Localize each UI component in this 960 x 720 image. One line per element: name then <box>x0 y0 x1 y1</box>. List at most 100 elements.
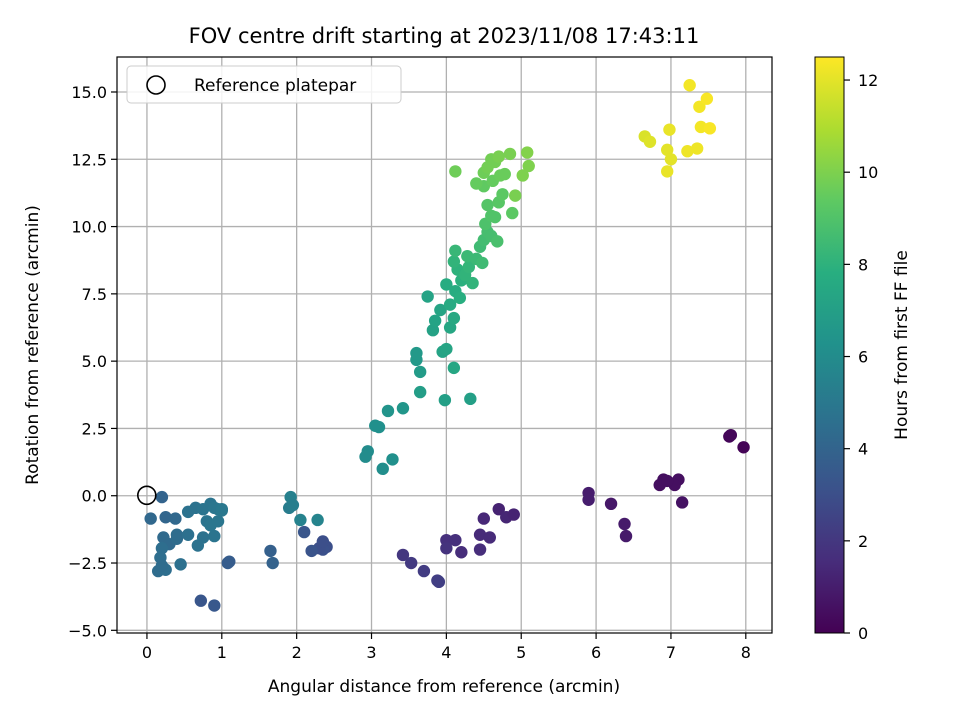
x-tick-label: 7 <box>666 643 676 662</box>
colorbar-tick-label: 0 <box>858 624 868 643</box>
data-point <box>449 165 462 178</box>
y-tick-label: 7.5 <box>82 285 107 304</box>
data-point <box>447 311 461 325</box>
data-point <box>661 474 674 488</box>
data-point <box>208 529 221 543</box>
data-point <box>473 528 487 541</box>
data-point <box>477 512 490 525</box>
data-point <box>449 244 462 257</box>
data-points <box>144 79 750 612</box>
chart-title: FOV centre drift starting at 2023/11/08 … <box>189 24 700 48</box>
data-point <box>169 512 182 525</box>
y-tick-label: 2.5 <box>82 419 107 438</box>
data-point <box>604 497 618 511</box>
data-point <box>724 428 738 442</box>
x-tick-label: 5 <box>516 643 526 662</box>
data-point <box>208 599 221 612</box>
x-axis-ticks: 0 1 2 3 4 5 6 7 8 <box>142 633 751 662</box>
y-tick-label: −2.5 <box>68 554 107 573</box>
data-point <box>386 453 399 466</box>
data-point <box>144 512 157 525</box>
colorbar-tick-label: 8 <box>858 255 868 274</box>
y-tick-label: −5.0 <box>68 621 107 640</box>
colorbar-tick-label: 4 <box>858 440 868 459</box>
y-tick-label: 10.0 <box>71 218 107 237</box>
y-tick-label: 12.5 <box>71 150 107 169</box>
data-point <box>440 342 453 356</box>
data-point <box>264 544 277 558</box>
data-point <box>381 404 395 418</box>
data-point <box>440 278 453 291</box>
data-point <box>737 441 750 454</box>
data-point <box>455 546 468 559</box>
data-point <box>266 556 279 570</box>
data-point <box>211 515 225 528</box>
data-point <box>453 291 467 305</box>
data-point <box>449 533 462 547</box>
x-axis-label: Angular distance from reference (arcmin) <box>268 677 620 697</box>
data-point <box>521 146 534 159</box>
data-point <box>194 594 208 607</box>
data-point <box>643 135 657 148</box>
data-point <box>426 323 440 337</box>
data-point <box>496 188 509 201</box>
colorbar-tick-label: 12 <box>858 71 878 90</box>
data-point <box>294 513 307 527</box>
y-axis-label: Rotation from reference (arcmin) <box>23 205 43 485</box>
data-point <box>438 393 452 407</box>
data-point <box>372 420 386 434</box>
data-point <box>492 502 505 516</box>
colorbar-gradient <box>814 56 845 634</box>
data-point <box>191 539 205 552</box>
data-point <box>462 260 476 274</box>
data-point <box>413 385 427 399</box>
x-tick-label: 8 <box>741 643 751 662</box>
data-point <box>155 542 169 555</box>
data-point <box>491 235 504 248</box>
data-point <box>683 79 696 92</box>
y-tick-label: 5.0 <box>82 352 107 371</box>
legend-marker-open-circle <box>146 75 166 95</box>
data-point <box>476 256 489 270</box>
data-point <box>311 513 324 527</box>
data-point <box>675 496 689 509</box>
legend-box <box>126 65 402 104</box>
data-point <box>404 556 418 570</box>
data-point <box>506 206 519 220</box>
colorbar-tick-label: 6 <box>858 348 868 367</box>
x-tick-label: 2 <box>292 643 302 662</box>
data-point <box>664 153 678 166</box>
reference-platepar-marker <box>137 485 157 506</box>
data-point <box>155 490 169 504</box>
colorbar-tick-label: 2 <box>858 532 868 551</box>
data-point <box>396 402 410 415</box>
y-axis-ticks: −5.0 −2.5 0.0 2.5 5.0 7.5 10.0 12.5 15.0 <box>68 83 117 640</box>
data-point <box>413 365 427 379</box>
data-point <box>693 100 706 113</box>
data-point <box>421 290 434 303</box>
data-point <box>297 525 311 539</box>
data-point <box>434 303 447 317</box>
x-tick-label: 3 <box>366 643 376 662</box>
data-point <box>443 298 457 311</box>
data-point <box>223 555 236 568</box>
data-point <box>286 498 300 512</box>
y-tick-label: 0.0 <box>82 487 107 506</box>
data-point <box>417 564 431 578</box>
data-point <box>170 528 184 541</box>
colorbar-ticks: 0 2 4 6 8 10 12 <box>844 71 878 643</box>
data-point <box>522 159 535 173</box>
data-point <box>181 528 195 541</box>
x-tick-label: 4 <box>441 643 451 662</box>
data-point <box>498 167 511 181</box>
data-point <box>661 143 674 157</box>
data-point <box>466 276 479 290</box>
data-point <box>447 361 461 375</box>
data-point <box>447 255 461 268</box>
data-point <box>396 548 410 562</box>
data-point <box>481 161 494 174</box>
data-point <box>443 321 457 334</box>
data-point <box>483 531 496 544</box>
data-point <box>663 123 676 136</box>
